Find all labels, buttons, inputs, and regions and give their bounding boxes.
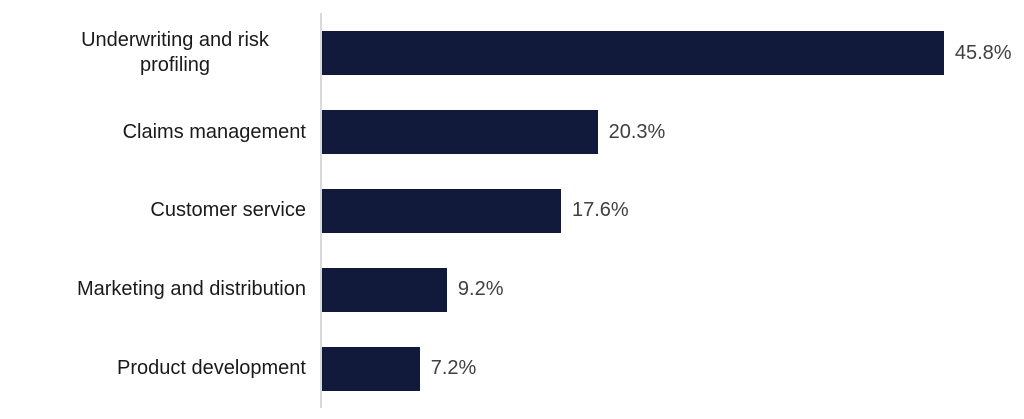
value-label: 7.2% — [430, 357, 477, 380]
category-label-cell: Underwriting and risk profiling — [0, 28, 322, 78]
bar — [322, 110, 598, 155]
bar — [322, 267, 447, 312]
value-label: 45.8% — [954, 41, 1012, 64]
value-label: 17.6% — [571, 199, 629, 222]
chart-row: Customer service 17.6% — [0, 172, 1024, 251]
category-label: Claims management — [122, 120, 306, 143]
category-label-cell: Marketing and distribution — [0, 277, 322, 302]
value-label: 20.3% — [608, 120, 666, 143]
plot-cell: 17.6% — [322, 172, 1024, 251]
bar — [322, 31, 944, 76]
bar — [322, 188, 561, 233]
category-label: Underwriting and risk profiling — [81, 29, 269, 77]
category-label: Customer service — [150, 199, 306, 222]
category-label-cell: Product development — [0, 356, 322, 381]
plot-cell: 9.2% — [322, 250, 1024, 329]
category-label: Product development — [116, 357, 306, 380]
plot-cell: 7.2% — [322, 329, 1024, 408]
value-label: 9.2% — [457, 278, 504, 301]
plot-cell: 45.8% — [322, 14, 1024, 93]
category-axis-line — [320, 13, 322, 408]
category-label-cell: Claims management — [0, 120, 322, 145]
chart-row: Claims management 20.3% — [0, 93, 1024, 172]
category-label-cell: Customer service — [0, 198, 322, 223]
plot-cell: 20.3% — [322, 93, 1024, 172]
chart-plot-area: Underwriting and risk profiling 45.8% Clai… — [0, 14, 1024, 408]
bar — [322, 346, 420, 391]
chart-row: Product development 7.2% — [0, 329, 1024, 408]
chart-row: Underwriting and risk profiling 45.8% — [0, 14, 1024, 93]
category-label: Marketing and distribution — [76, 278, 306, 301]
chart-row: Marketing and distribution 9.2% — [0, 250, 1024, 329]
